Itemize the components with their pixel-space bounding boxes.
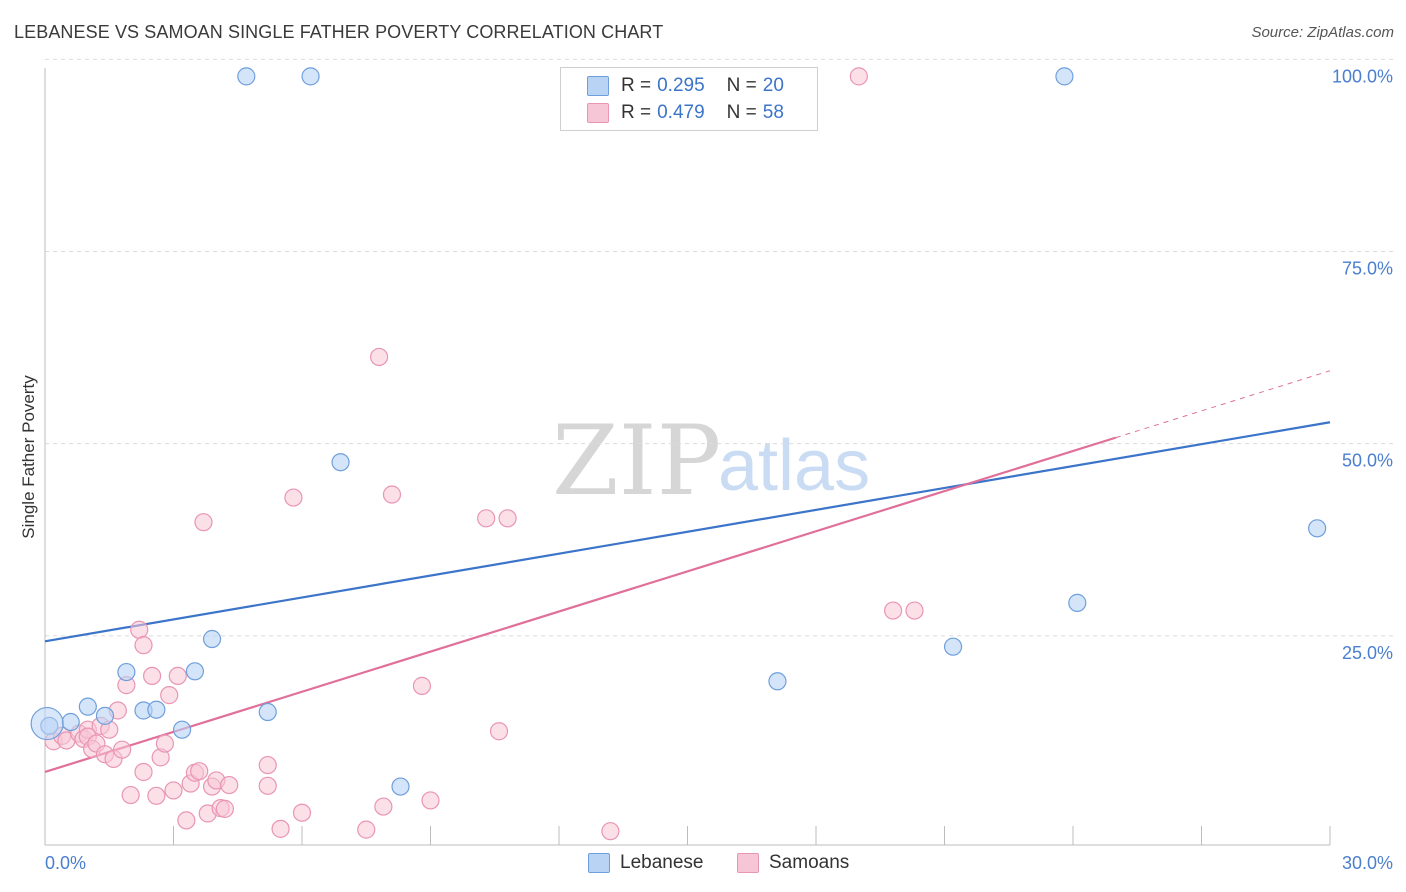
watermark-atlas: atlas	[718, 426, 870, 506]
legend-item-lebanese[interactable]: Lebanese	[588, 852, 703, 874]
point-samoans	[370, 347, 389, 367]
chart-title: LEBANESE VS SAMOAN SINGLE FATHER POVERTY…	[14, 22, 664, 42]
point-samoans	[194, 513, 213, 532]
point-samoans	[190, 762, 209, 781]
x-tick-label: 0.0%	[45, 853, 86, 873]
legend-label-samoans: Samoans	[769, 852, 850, 873]
point-lebanese	[943, 637, 963, 656]
point-lebanese	[391, 777, 410, 796]
legend-row-samoans: R = 0.479 N = 58	[587, 101, 784, 125]
legend-swatch-lebanese	[587, 76, 609, 96]
point-samoans	[284, 488, 303, 507]
point-samoans	[382, 485, 402, 504]
legend-swatch-lebanese	[588, 853, 610, 873]
point-lebanese	[117, 662, 136, 682]
point-samoans	[130, 620, 149, 639]
point-lebanese	[202, 629, 222, 649]
point-samoans	[177, 811, 196, 830]
series-legend: Lebanese Samoans	[0, 852, 1406, 878]
point-lebanese	[258, 702, 277, 722]
y-tick-label: 25.0%	[1342, 643, 1393, 663]
point-samoans	[147, 786, 166, 805]
gridlines	[45, 58, 1395, 637]
legend-item-samoans[interactable]: Samoans	[737, 852, 849, 874]
point-samoans	[164, 781, 183, 800]
y-axis-label: Single Father Poverty	[19, 375, 38, 539]
point-samoans	[258, 776, 277, 795]
point-samoans	[357, 820, 376, 839]
x-tick-label: 30.0%	[1342, 853, 1393, 873]
point-samoans	[168, 666, 187, 686]
point-samoans	[601, 822, 620, 841]
point-samoans	[849, 67, 868, 86]
point-lebanese	[237, 67, 256, 86]
trend-lines	[44, 370, 1331, 774]
data-points	[30, 67, 1327, 841]
point-samoans	[220, 775, 239, 795]
legend-swatch-samoans	[587, 103, 609, 123]
legend-r-label: R =	[621, 75, 652, 96]
watermark-zip: ZIP	[552, 405, 721, 517]
point-samoans	[112, 740, 132, 759]
tick-labels: 25.0% 50.0% 75.0% 100.0% 0.0% 30.0%	[45, 66, 1393, 873]
point-samoans	[215, 799, 234, 818]
trend-line-samoans	[44, 436, 1117, 774]
legend-n-value: 58	[762, 102, 784, 123]
legend-swatch-samoans	[737, 853, 759, 873]
point-lebanese	[78, 697, 97, 716]
point-samoans	[258, 755, 277, 775]
legend-label-lebanese: Lebanese	[620, 852, 704, 873]
legend-n-value: 20	[762, 75, 784, 96]
y-tick-label: 50.0%	[1342, 451, 1393, 471]
legend-n-label: N =	[726, 75, 757, 96]
trend-line-lebanese	[44, 421, 1331, 643]
point-samoans	[160, 686, 179, 705]
y-tick-label: 100.0%	[1332, 66, 1393, 86]
point-lebanese	[1068, 593, 1087, 612]
point-lebanese	[1308, 519, 1327, 538]
point-lebanese	[185, 662, 205, 681]
point-samoans	[905, 601, 924, 620]
point-samoans	[142, 666, 162, 686]
point-lebanese	[172, 720, 192, 739]
point-lebanese	[61, 712, 80, 732]
point-samoans	[134, 762, 153, 782]
watermark: ZIP atlas	[552, 405, 870, 517]
point-lebanese	[331, 453, 350, 472]
stats-legend: R = 0.295 N = 20 R = 0.479 N = 58	[560, 67, 818, 131]
point-samoans	[883, 601, 903, 620]
legend-n-label: N =	[726, 102, 757, 123]
point-samoans	[155, 734, 175, 753]
point-samoans	[134, 636, 153, 655]
point-samoans	[292, 803, 312, 822]
point-lebanese	[301, 67, 320, 86]
point-samoans	[374, 797, 393, 816]
point-samoans	[489, 722, 509, 741]
point-samoans	[271, 819, 290, 838]
point-samoans	[421, 791, 440, 810]
point-samoans	[412, 676, 432, 695]
point-lebanese	[147, 700, 166, 719]
point-lebanese	[1055, 67, 1074, 86]
point-lebanese	[95, 706, 115, 725]
point-samoans	[498, 509, 517, 528]
y-tick-label: 75.0%	[1342, 259, 1393, 279]
point-lebanese-large	[30, 706, 64, 741]
point-lebanese	[768, 672, 787, 691]
point-samoans	[121, 785, 140, 805]
point-samoans	[477, 509, 496, 528]
legend-row-lebanese: R = 0.295 N = 20	[587, 74, 784, 98]
legend-r-value: 0.479	[657, 102, 705, 123]
trend-line-samoans-extension	[1115, 370, 1331, 439]
source-label: Source: ZipAtlas.com	[1251, 24, 1394, 41]
legend-r-value: 0.295	[657, 75, 705, 96]
legend-r-label: R =	[621, 102, 652, 123]
